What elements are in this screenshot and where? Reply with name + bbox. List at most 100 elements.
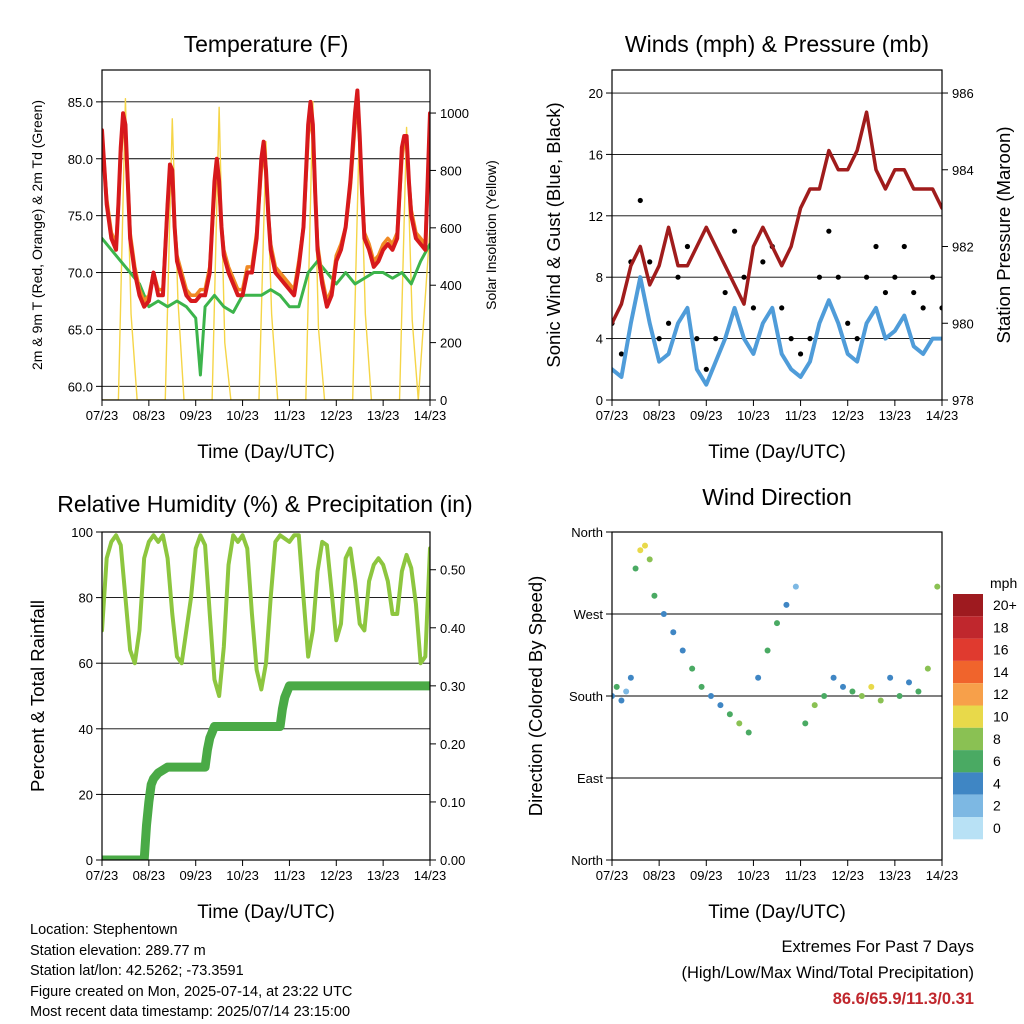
wind-direction-point (906, 679, 912, 686)
station-info: Location: Stephentown Station elevation:… (30, 920, 352, 1023)
y-tick-label: 80 (79, 591, 93, 606)
wind-direction-point (745, 729, 752, 736)
y-axis-label: Percent & Total Rainfall (27, 600, 48, 792)
x-tick-label: 11/23 (785, 868, 817, 883)
y-tick-label: 20 (79, 787, 93, 802)
wind-direction-point (670, 629, 677, 636)
wind-direction-point (689, 665, 696, 672)
colorbar-label: 2 (993, 798, 1001, 814)
colorbar-label: 0 (993, 820, 1001, 836)
y2-tick-label: 1000 (440, 106, 469, 121)
colorbar-swatch (953, 750, 983, 773)
colorbar-label: 18 (993, 619, 1009, 635)
gust-point (618, 351, 625, 357)
wind-direction-point (651, 592, 658, 599)
gust-point (788, 336, 794, 342)
plot-area (102, 533, 430, 860)
gust-point (835, 274, 841, 280)
gust-point (797, 351, 804, 357)
wind-direction-point (618, 697, 625, 704)
colorbar-swatch (953, 616, 983, 639)
y-tick-label: 80.0 (68, 152, 93, 167)
x-tick-label: 14/23 (926, 408, 959, 423)
x-tick-label: 11/23 (785, 408, 817, 423)
y-tick-label: 60 (79, 656, 93, 671)
sonic-wind-line (612, 275, 942, 387)
gust-point (694, 336, 700, 342)
x-tick-label: 07/23 (86, 868, 119, 883)
wind-direction-point (887, 674, 894, 681)
station-pressure-line (612, 110, 942, 326)
panel-2: Winds (mph) & Pressure (mb) 0 4 8 12 16 20 978 9… (543, 31, 1014, 463)
wind-direction-point (811, 702, 818, 709)
y-tick-label: 75.0 (68, 209, 93, 224)
x-axis-label: Time (Day/UTC) (197, 902, 335, 923)
wind-direction-point (858, 693, 865, 699)
y-tick-label: 8 (596, 270, 603, 285)
plot-area (612, 542, 941, 736)
gust-point (750, 305, 757, 311)
gust-point (741, 274, 747, 280)
gust-point (816, 274, 823, 280)
gust-point (901, 243, 907, 250)
panel-4: Wind DirectionNorthEastSouthWestNorth07/… (525, 484, 1017, 923)
wind-direction-point (792, 583, 799, 590)
relative-humidity-line (102, 533, 430, 698)
x-tick-label: 13/23 (367, 868, 400, 883)
gust-point (722, 289, 728, 296)
x-tick-label: 12/23 (831, 868, 864, 883)
wind-direction-point (627, 674, 634, 681)
y-tick-label: North (571, 525, 603, 540)
dewpoint-2m-line (102, 236, 430, 377)
extremes-title: Extremes For Past 7 Days (781, 938, 974, 956)
gust-point (807, 336, 813, 342)
wind-direction-point (915, 688, 922, 695)
colorbar-unit: mph (990, 575, 1017, 591)
extremes-subtitle: (High/Low/Max Wind/Total Precipitation) (681, 964, 974, 982)
x-axis-label: Time (Day/UTC) (708, 442, 846, 463)
y-axis-label: Direction (Colored By Speed) (525, 576, 546, 817)
wind-direction-point (679, 647, 686, 654)
wind-direction-point (783, 601, 790, 608)
x-axis-label: Time (Day/UTC) (197, 442, 335, 463)
wind-direction-point (612, 693, 615, 699)
y-tick-label: 40 (79, 722, 93, 737)
panel-title: Winds (mph) & Pressure (mb) (625, 31, 929, 57)
wind-direction-point (755, 674, 762, 681)
x-tick-label: 09/23 (179, 868, 212, 883)
y-tick-label: East (577, 771, 603, 786)
colorbar-swatch (953, 772, 983, 795)
y2-tick-label: 0.00 (440, 853, 465, 868)
x-tick-label: 09/23 (690, 408, 723, 423)
x-tick-label: 10/23 (737, 868, 770, 883)
x-tick-label: 12/23 (831, 408, 864, 423)
gust-point (779, 305, 785, 311)
gust-point (920, 305, 926, 311)
gust-point (854, 336, 860, 342)
y2-tick-label: 978 (952, 393, 974, 408)
y2-tick-label: 600 (440, 221, 462, 236)
gust-point (826, 228, 832, 234)
x-tick-label: 14/23 (414, 868, 447, 883)
colorbar-swatch (953, 660, 983, 684)
x-tick-label: 10/23 (226, 868, 259, 883)
panel-3: Relative Humidity (%) & Precipitation (i… (27, 491, 473, 923)
colorbar-label: 12 (993, 686, 1009, 702)
gust-point (665, 320, 672, 326)
wind-direction-point (698, 683, 705, 690)
y2-tick-label: 0.10 (440, 795, 465, 810)
y2-tick-label: 982 (952, 240, 974, 255)
y2-tick-label: 0.50 (440, 563, 465, 578)
y2-tick-label: 0.30 (440, 679, 465, 694)
info-recent: Most recent data timestamp: 2025/07/14 2… (30, 1004, 351, 1020)
wind-direction-point (830, 674, 837, 681)
y-tick-label: 0 (596, 393, 603, 408)
y2-tick-label: 0.40 (440, 621, 465, 636)
gust-point (892, 274, 898, 280)
gust-point (656, 336, 662, 342)
x-tick-label: 08/23 (133, 868, 166, 883)
gust-point (713, 336, 719, 342)
wind-direction-point (660, 611, 667, 617)
gust-point (675, 274, 681, 280)
